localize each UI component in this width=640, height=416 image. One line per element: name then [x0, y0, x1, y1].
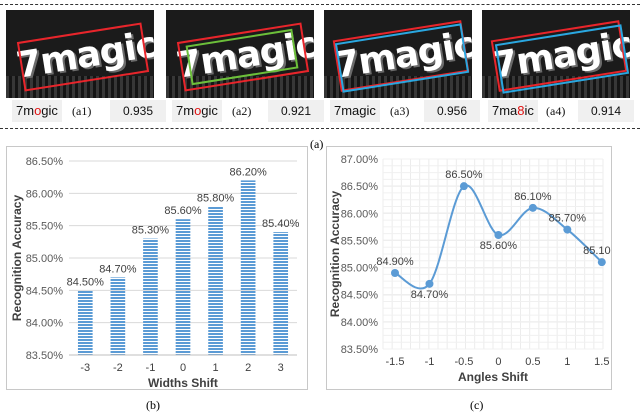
y-tick-label: 86.00%	[341, 208, 379, 220]
bar	[77, 290, 93, 355]
dashed-divider-top	[0, 4, 640, 5]
y-axis-title: Recognition Accuracy	[10, 195, 24, 322]
data-point	[563, 225, 572, 234]
data-label: 85.60%	[164, 205, 202, 217]
y-tick-label: 84.50%	[341, 290, 379, 302]
caption-a: (a)	[310, 137, 324, 151]
bar	[110, 277, 126, 355]
y-tick-label: 84.00%	[26, 318, 64, 330]
data-point	[494, 231, 503, 239]
data-point	[391, 269, 399, 277]
data-label: 84.70%	[99, 263, 137, 275]
data-label: 85.10%	[583, 245, 611, 257]
score-a2: 0.921	[268, 100, 324, 122]
dashed-divider-bottom	[0, 128, 640, 129]
image-tile-a2: 7magic	[166, 10, 314, 98]
data-label: 85.70%	[549, 213, 587, 225]
data-label: 86.10%	[514, 191, 552, 203]
x-tick-label: -1	[146, 362, 156, 374]
x-tick-label: 0	[180, 362, 186, 374]
image-tile-a3: 7magic	[324, 10, 472, 98]
data-label: 85.30%	[132, 225, 170, 237]
score-a1: 0.935	[110, 100, 166, 122]
x-axis-title: Angles Shift	[458, 370, 528, 384]
data-point	[425, 279, 434, 288]
data-label: 84.90%	[376, 256, 414, 268]
y-tick-label: 83.50%	[341, 344, 379, 356]
tag-a2: (a2)	[232, 104, 252, 118]
x-tick-label: 3	[278, 362, 284, 374]
y-tick-label: 85.50%	[26, 221, 64, 233]
image-tile-a4: 7magic	[482, 10, 630, 98]
x-tick-label: 0	[495, 356, 501, 368]
prediction-label-a2: 7mogic	[172, 100, 222, 122]
data-label: 84.70%	[411, 289, 449, 301]
prediction-label-a3: 7magic	[330, 100, 380, 122]
tag-a4: (a4)	[546, 104, 566, 118]
data-label: 84.50%	[67, 276, 105, 288]
x-tick-label: 2	[245, 362, 251, 374]
x-tick-label: -0.5	[454, 356, 473, 368]
chart-b-panel: 83.50% 84.00% 84.50% 85.00% 85.50% 86.00% 86.5…	[6, 146, 308, 390]
prediction-label-a1: 7mogic	[12, 100, 62, 122]
y-tick-label: 86.50%	[26, 156, 64, 168]
data-label: 86.20%	[229, 166, 267, 178]
data-point	[528, 203, 537, 212]
bar	[273, 232, 289, 355]
y-tick-label: 84.00%	[341, 317, 379, 329]
bar	[240, 180, 256, 355]
y-tick-label: 85.00%	[341, 263, 379, 275]
x-tick-label: -2	[113, 362, 123, 374]
x-tick-label: 1	[213, 362, 219, 374]
bar	[175, 219, 191, 355]
caption-c: (c)	[470, 398, 484, 412]
chart-c-panel: 83.50% 84.00% 84.50% 85.00% 85.50% 86.00% 86.5…	[326, 146, 621, 390]
bar	[208, 206, 223, 355]
background-stripes	[324, 76, 472, 98]
y-tick-label: 87.00%	[341, 154, 379, 166]
background-stripes	[6, 76, 154, 98]
y-tick-label: 83.50%	[26, 350, 64, 362]
data-label: 85.80%	[197, 192, 235, 204]
y-tick-label: 84.50%	[26, 285, 64, 297]
background-stripes	[482, 76, 630, 98]
tag-a3: (a3)	[390, 104, 410, 118]
x-tick-label: -1	[425, 356, 435, 368]
y-axis-title: Recognition Accuracy	[328, 191, 342, 318]
bar	[143, 238, 158, 355]
x-tick-label: -3	[80, 362, 90, 374]
y-tick-label: 85.50%	[341, 235, 379, 247]
background-stripes	[166, 76, 314, 98]
tag-a1: (a1)	[72, 104, 92, 118]
x-axis-title: Widths Shift	[148, 376, 218, 389]
caption-b: (b)	[146, 398, 160, 412]
y-tick-label: 86.50%	[341, 181, 379, 193]
data-label: 85.60%	[480, 240, 518, 252]
y-tick-label: 85.00%	[26, 253, 64, 265]
score-a4: 0.914	[578, 100, 634, 122]
x-tick-label: 1.5	[594, 356, 609, 368]
x-tick-label: 1	[564, 356, 570, 368]
bar-chart-widths-shift: 83.50%84.00%84.50%85.00%85.50%86.00%86.5…	[10, 156, 300, 390]
x-tick-label: 0.5	[525, 356, 540, 368]
data-point	[459, 182, 468, 191]
data-label: 86.50%	[445, 169, 483, 181]
x-tick-label: -1.5	[386, 356, 405, 368]
y-tick-label: 86.00%	[26, 188, 64, 200]
prediction-label-a4: 7ma8ic	[488, 100, 538, 122]
data-label: 85.40%	[262, 218, 300, 230]
image-tile-a1: 7magic	[6, 10, 154, 98]
data-point	[597, 258, 606, 267]
score-a3: 0.956	[424, 100, 480, 122]
line-chart-angles-shift: 83.50% 84.00% 84.50% 85.00% 85.50% 86.00% 86.5…	[328, 154, 621, 384]
